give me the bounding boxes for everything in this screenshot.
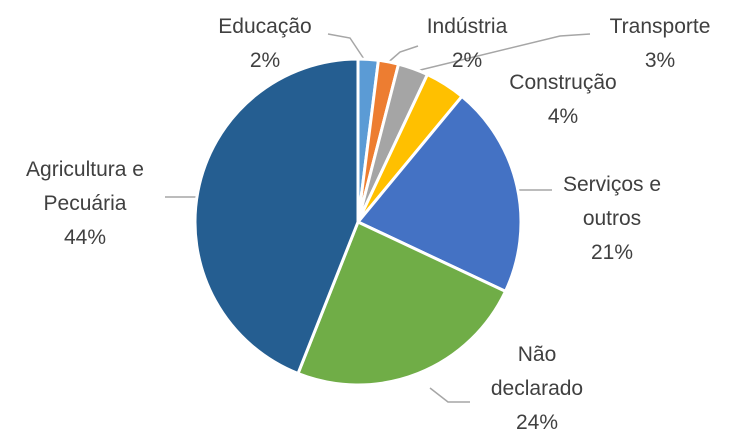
leader-line (411, 33, 591, 73)
category-label: Indústria (426, 15, 508, 38)
category-label: Educação (218, 15, 312, 38)
value-label: 3% (644, 49, 676, 72)
category-label: Agricultura e Pecuária (26, 158, 144, 215)
slice-label: Não declarado 24% (487, 338, 587, 434)
value-label: 2% (249, 49, 281, 72)
category-label: Não declarado (490, 343, 584, 400)
slice-label: Educação 2% (195, 10, 335, 78)
pie-slice (193, 57, 360, 376)
slice-label: Agricultura e Pecuária 44% (24, 153, 146, 255)
value-label: 4% (547, 105, 579, 128)
pie-slice (296, 220, 507, 387)
value-label: 24% (515, 411, 559, 434)
category-label: Construção (509, 71, 617, 94)
pie-slice (356, 94, 523, 293)
slice-label: Serviços e outros 21% (552, 168, 672, 270)
category-label: Transporte (609, 15, 711, 38)
value-label: 44% (63, 226, 107, 249)
value-label: 2% (451, 49, 483, 72)
leader-line (327, 33, 367, 63)
slice-label: Transporte 3% (590, 10, 730, 78)
leader-line (429, 387, 470, 403)
slice-label: Construção 4% (488, 66, 638, 134)
category-label: Serviços e outros (562, 173, 662, 230)
value-label: 21% (590, 241, 634, 264)
slice-label: Indústria 2% (407, 10, 527, 78)
